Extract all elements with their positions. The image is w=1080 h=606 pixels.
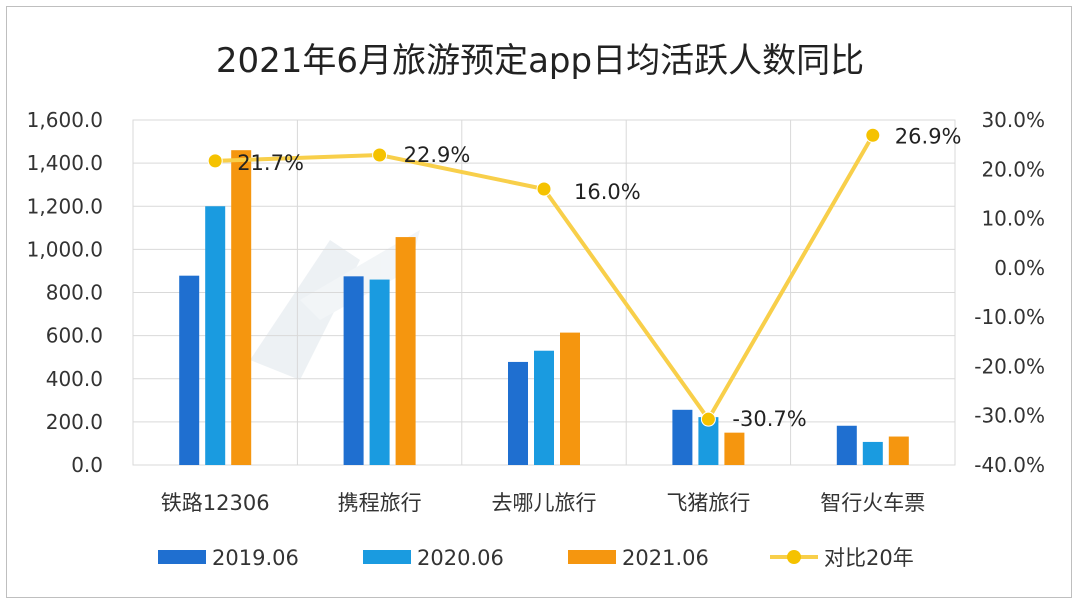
- line-point: [372, 147, 388, 163]
- right-axis-tick-label: 10.0%: [981, 207, 1045, 231]
- left-axis-tick-label: 1,200.0: [27, 194, 103, 218]
- data-label: 26.9%: [895, 124, 962, 148]
- left-axis-tick-label: 1,000.0: [27, 237, 103, 261]
- data-label: 16.0%: [574, 180, 641, 204]
- legend-label: 对比20年: [824, 546, 914, 570]
- watermark-logo: [250, 240, 360, 380]
- category-label: 智行火车票: [820, 491, 925, 515]
- left-axis-tick-label: 1,400.0: [27, 151, 103, 175]
- bar-2020.06: [205, 206, 226, 465]
- legend-swatch: [158, 550, 206, 564]
- left-axis-tick-label: 200.0: [46, 410, 103, 434]
- legend-label: 2019.06: [212, 546, 299, 570]
- left-axis-tick-label: 600.0: [46, 324, 103, 348]
- left-axis-tick-label: 400.0: [46, 367, 103, 391]
- bar-2020.06: [534, 350, 554, 465]
- line-point: [207, 153, 223, 169]
- data-label: -30.7%: [732, 407, 806, 431]
- legend-label: 2020.06: [417, 546, 504, 570]
- right-axis-tick-label: -30.0%: [974, 404, 1045, 428]
- right-axis-tick-label: 20.0%: [981, 157, 1045, 181]
- bar-2019.06: [836, 425, 857, 465]
- left-axis-tick-label: 1,600.0: [27, 108, 103, 132]
- category-label: 铁路12306: [161, 491, 270, 515]
- category-label: 去哪儿旅行: [492, 491, 597, 515]
- right-axis-tick-label: -10.0%: [974, 305, 1045, 329]
- left-axis-tick-label: 800.0: [46, 281, 103, 305]
- left-axis-tick-label: 0.0: [71, 453, 103, 477]
- bar-2019.06: [179, 275, 200, 465]
- line-point: [536, 181, 552, 197]
- chart-title: 2021年6月旅游预定app日均活跃人数同比: [216, 41, 864, 81]
- bar-2019.06: [508, 361, 528, 465]
- watermark: [250, 230, 420, 380]
- right-axis-tick-label: -20.0%: [974, 354, 1045, 378]
- legend-label: 2021.06: [622, 546, 709, 570]
- bar-2021.06: [395, 237, 416, 465]
- bar-2021.06: [888, 436, 909, 465]
- legend-swatch: [363, 550, 411, 564]
- bar-2021.06: [231, 150, 252, 465]
- category-label: 携程旅行: [338, 491, 422, 515]
- bar-2019.06: [343, 276, 364, 465]
- bar-2020.06: [862, 441, 883, 465]
- right-axis-tick-label: 30.0%: [981, 108, 1045, 132]
- bar-2021.06: [560, 332, 580, 465]
- bar-2020.06: [698, 417, 719, 465]
- right-axis-tick-label: 0.0%: [994, 256, 1045, 280]
- data-label: 22.9%: [404, 143, 471, 167]
- legend-swatch-marker: [787, 550, 801, 564]
- line-point: [865, 127, 881, 143]
- bar-2021.06: [724, 432, 745, 465]
- category-label: 飞猪旅行: [666, 491, 750, 515]
- right-axis-tick-label: -40.0%: [974, 453, 1045, 477]
- bar-2020.06: [369, 279, 390, 465]
- line-point: [700, 411, 716, 427]
- bar-2019.06: [672, 409, 693, 465]
- watermark-logo-wing: [300, 230, 420, 320]
- data-label: 21.7%: [237, 151, 304, 175]
- legend-swatch: [568, 550, 616, 564]
